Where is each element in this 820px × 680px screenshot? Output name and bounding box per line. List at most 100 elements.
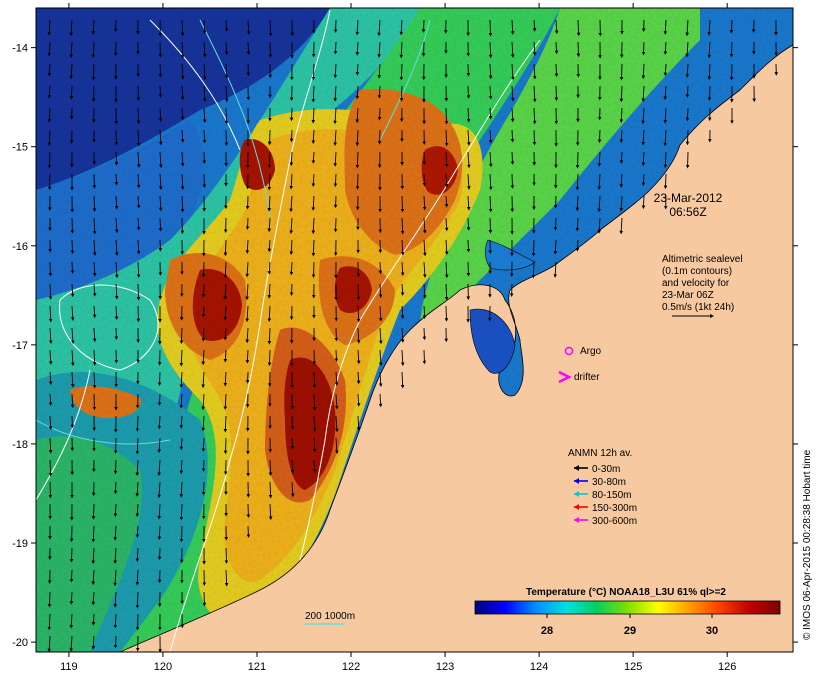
lat-tick-label: -19	[12, 538, 28, 550]
current-arrow-icon	[267, 305, 272, 323]
current-arrow-icon	[400, 283, 405, 296]
current-arrow-icon	[641, 173, 646, 187]
current-arrow-icon	[356, 305, 361, 323]
current-arrow-icon	[267, 217, 272, 233]
current-arrow-icon	[422, 283, 427, 299]
current-arrow-icon	[312, 437, 317, 453]
current-arrow-icon	[335, 415, 339, 433]
lon-tick-label: 124	[530, 661, 548, 673]
current-arrow-icon	[378, 371, 383, 388]
current-arrow-icon	[92, 195, 97, 213]
altimetry-line: 0.5m/s (1kt 24h)	[662, 302, 734, 313]
current-arrow-icon	[554, 63, 559, 78]
current-arrow-icon	[488, 151, 493, 168]
current-arrow-icon	[663, 107, 668, 124]
current-arrow-icon	[400, 261, 405, 276]
current-arrow-icon	[179, 393, 184, 409]
current-arrow-icon	[311, 129, 316, 144]
current-arrow-icon	[69, 19, 73, 37]
current-arrow-icon	[619, 85, 624, 103]
current-arrow-icon	[158, 217, 163, 232]
current-arrow-icon	[466, 85, 471, 99]
colorbar-gradient	[474, 600, 781, 615]
current-arrow-icon	[223, 371, 228, 387]
current-arrow-icon	[333, 173, 338, 188]
current-arrow-icon	[576, 19, 581, 37]
current-arrow-icon	[157, 415, 162, 430]
current-arrow-icon	[267, 173, 272, 191]
current-arrow-icon	[311, 107, 316, 124]
current-arrow-icon	[663, 129, 668, 147]
current-arrow-icon	[619, 107, 624, 124]
lat-tick-label: -14	[12, 43, 28, 55]
current-arrow-icon	[70, 393, 75, 409]
current-arrow-icon	[203, 63, 207, 81]
current-arrow-icon	[113, 525, 118, 541]
current-arrow-icon	[355, 85, 360, 100]
current-arrow-icon	[245, 217, 250, 230]
current-arrow-icon	[180, 195, 185, 213]
axes: 119 120 121 122 123 124 125 126 -14 -15 -16 -17 -18 -…	[12, 3, 798, 673]
current-arrow-icon	[135, 547, 140, 562]
current-vectors	[47, 19, 779, 652]
current-arrow-icon	[488, 41, 493, 59]
current-arrow-icon	[223, 349, 228, 363]
current-arrow-icon	[356, 371, 361, 385]
current-arrow-icon	[135, 437, 140, 455]
current-arrow-icon	[289, 195, 293, 213]
current-arrow-icon	[159, 173, 163, 191]
current-arrow-icon	[135, 481, 140, 497]
current-arrow-icon	[575, 173, 580, 191]
bathymetry-label: 200 1000m	[305, 611, 355, 622]
current-arrow-icon	[245, 327, 250, 344]
current-arrow-icon	[113, 613, 118, 629]
current-arrow-icon	[467, 151, 471, 169]
current-arrow-icon	[223, 261, 228, 279]
current-arrow-icon	[488, 63, 493, 80]
credit-label: © IMOS 06-Apr-2015 00:28:38 Hobart time	[802, 449, 813, 640]
current-arrow-icon	[158, 129, 163, 146]
current-arrow-icon	[311, 217, 316, 235]
current-arrow-icon	[202, 41, 207, 58]
current-arrow-icon	[663, 151, 668, 169]
current-arrow-icon	[707, 85, 712, 101]
current-arrow-icon	[113, 547, 117, 564]
sst-field	[36, 8, 793, 652]
current-arrow-icon	[423, 239, 427, 257]
current-arrow-icon	[92, 261, 97, 277]
current-arrow-icon	[444, 107, 449, 125]
current-arrow-icon	[92, 283, 97, 297]
current-arrow-icon	[223, 283, 228, 300]
current-arrow-icon	[597, 129, 602, 144]
lon-tick-label: 123	[436, 661, 454, 673]
current-arrow-icon	[48, 327, 53, 345]
current-arrow-icon	[180, 107, 185, 121]
time-label: 06:56Z	[669, 205, 706, 219]
current-arrow-icon	[246, 19, 251, 35]
current-arrow-icon	[135, 459, 140, 477]
current-arrow-icon	[399, 63, 404, 81]
lat-tick-label: -20	[12, 637, 28, 649]
current-arrow-icon	[466, 217, 471, 231]
current-arrow-icon	[444, 195, 449, 208]
current-arrow-icon	[92, 327, 97, 343]
current-arrow-icon	[180, 85, 185, 101]
current-arrow-icon	[223, 305, 228, 321]
current-arrow-icon	[399, 41, 404, 59]
current-arrow-icon	[312, 415, 317, 432]
current-arrow-icon	[532, 19, 537, 32]
current-arrow-icon	[179, 327, 184, 345]
current-arrow-icon	[70, 261, 75, 274]
current-arrow-icon	[69, 547, 74, 563]
current-arrow-icon	[114, 195, 119, 210]
current-arrow-icon	[267, 261, 272, 275]
current-arrow-icon	[378, 305, 383, 322]
current-arrow-icon	[355, 63, 360, 76]
date-label: 23-Mar-2012	[654, 191, 723, 205]
current-arrow-icon	[47, 41, 52, 57]
current-arrow-icon	[422, 195, 427, 211]
current-arrow-icon	[157, 503, 162, 520]
colorbar-tick-label: 29	[624, 625, 636, 637]
current-arrow-icon	[159, 151, 163, 169]
current-arrow-icon	[663, 41, 668, 55]
